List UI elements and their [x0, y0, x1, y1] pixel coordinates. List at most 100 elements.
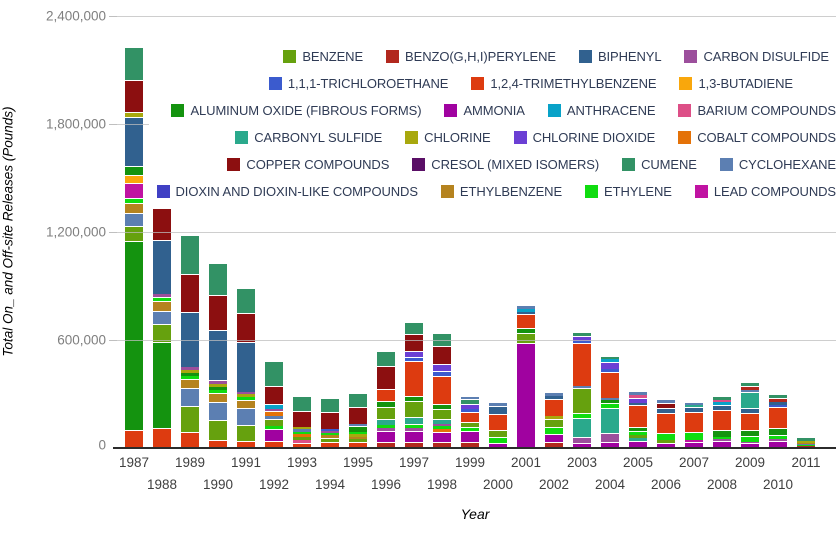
legend-item: ETHYLBENZENE [440, 184, 563, 199]
legend-item: COPPER COMPOUNDS [227, 157, 389, 172]
bar-segment-1989 [181, 367, 199, 370]
bar-segment-2005 [629, 435, 647, 438]
bar-segment-1992 [265, 441, 283, 448]
bar-segment-1988 [153, 342, 171, 428]
legend: BENZENE BENZO(G,H,I)PERYLENE BIPHENYL CARBO… [148, 41, 836, 209]
bar-segment-1999 [461, 422, 479, 427]
bar-segment-2003 [573, 333, 591, 336]
bar-segment-2008 [713, 437, 731, 439]
legend-item: 1,3-BUTADIENE [679, 76, 793, 91]
bar-segment-1990 [209, 387, 227, 390]
bar-segment-2010 [769, 439, 787, 441]
bar-segment-2000 [489, 437, 507, 443]
bar-segment-1991 [237, 441, 255, 448]
bar-segment-1998 [433, 409, 451, 419]
legend-item: 1,2,4-TRIMETHYLBENZENE [471, 76, 657, 91]
bar-segment-1987 [125, 241, 143, 430]
legend-swatch-icon [405, 131, 419, 144]
bar-segment-1991 [237, 397, 255, 400]
bar-segment-1989 [181, 376, 199, 379]
bar-segment-1989 [181, 388, 199, 406]
bar-segment-1996 [377, 366, 395, 389]
bar-segment-1991 [237, 313, 255, 342]
bar-segment-1998 [433, 404, 451, 409]
bar-segment-1995 [349, 434, 367, 437]
bar-segment-1993 [293, 396, 311, 411]
bar-segment-1998 [433, 432, 451, 442]
bar-segment-2007 [685, 440, 703, 442]
bar-segment-1988 [153, 297, 171, 301]
y-tick-label: 1,800,000 [45, 116, 106, 132]
bar-segment-1992 [265, 411, 283, 416]
bar-segment-2009 [741, 436, 759, 442]
bar-segment-2010 [769, 435, 787, 439]
bar-segment-1990 [209, 393, 227, 402]
bar-segment-2006 [657, 413, 675, 433]
x-tick-label: 2009 [734, 455, 766, 470]
bar-segment-1998 [433, 419, 451, 424]
bar-segment-2001 [517, 343, 535, 448]
bar-segment-1993 [293, 440, 311, 443]
bar-segment-2009 [741, 392, 759, 408]
bar-segment-1990 [209, 402, 227, 420]
x-tick-label: 2007 [678, 455, 710, 470]
legend-row: 1,1,1-TRICHLOROETHANE 1,2,4-TRIMETHYLBENZ… [157, 70, 793, 97]
x-tick-label: 2003 [566, 455, 598, 470]
legend-label: ANTHRACENE [566, 103, 656, 118]
bar-segment-1992 [265, 409, 283, 411]
bar-segment-1996 [377, 419, 395, 425]
bar-segment-2004 [601, 408, 619, 433]
x-tick-label: 1997 [398, 455, 430, 470]
bar-segment-1990 [209, 390, 227, 393]
bar-segment-1998 [433, 376, 451, 404]
bar-segment-2010 [769, 441, 787, 448]
bar-segment-2010 [769, 405, 787, 407]
bar-segment-2003 [573, 341, 591, 343]
y-tick-mark [109, 232, 117, 233]
bar-segment-2005 [629, 405, 647, 427]
bar-segment-1987 [125, 430, 143, 448]
bar-segment-1997 [405, 442, 423, 448]
legend-swatch-icon [386, 50, 400, 63]
bar-segment-1997 [405, 401, 423, 417]
legend-swatch-icon [694, 185, 708, 198]
bar-segment-2001 [517, 306, 535, 309]
bar-segment-2000 [489, 443, 507, 448]
bar-segment-1992 [265, 416, 283, 419]
bar-segment-1989 [181, 379, 199, 388]
bar-segment-1994 [321, 438, 339, 442]
bar-segment-2008 [713, 397, 731, 400]
bar-segment-2009 [741, 413, 759, 430]
bar-segment-1993 [293, 427, 311, 429]
bar-segment-1995 [349, 393, 367, 407]
bar-segment-1989 [181, 370, 199, 373]
bar-segment-2007 [685, 403, 703, 405]
legend-label: BENZENE [302, 49, 364, 64]
x-tick-label: 2000 [482, 477, 514, 492]
bar-segment-2007 [685, 432, 703, 440]
x-tick-label: 2001 [510, 455, 542, 470]
bar-segment-2005 [629, 392, 647, 395]
y-tick-label: 0 [98, 437, 106, 453]
bar-segment-2002 [545, 416, 563, 419]
legend-item: ANTHRACENE [547, 103, 656, 118]
bar-segment-2003 [573, 437, 591, 443]
legend-item: BENZO(G,H,I)PERYLENE [386, 49, 556, 64]
bar-segment-2011 [797, 441, 815, 443]
bar-segment-1997 [405, 431, 423, 442]
bar-segment-2009 [741, 430, 759, 436]
bar-segment-1991 [237, 408, 255, 425]
bar-segment-1994 [321, 442, 339, 448]
bar-segment-2003 [573, 388, 591, 413]
bar-segment-2004 [601, 359, 619, 362]
legend-swatch-icon [171, 104, 185, 117]
bar-segment-1987 [125, 175, 143, 183]
legend-label: ETHYLBENZENE [459, 184, 563, 199]
legend-item: CUMENE [622, 157, 697, 172]
legend-swatch-icon [283, 50, 297, 63]
bar-segment-1998 [433, 424, 451, 426]
bar-segment-1995 [349, 437, 367, 439]
y-tick-label: 2,400,000 [45, 8, 106, 24]
bar-segment-1996 [377, 425, 395, 428]
legend-swatch-icon [268, 77, 282, 90]
